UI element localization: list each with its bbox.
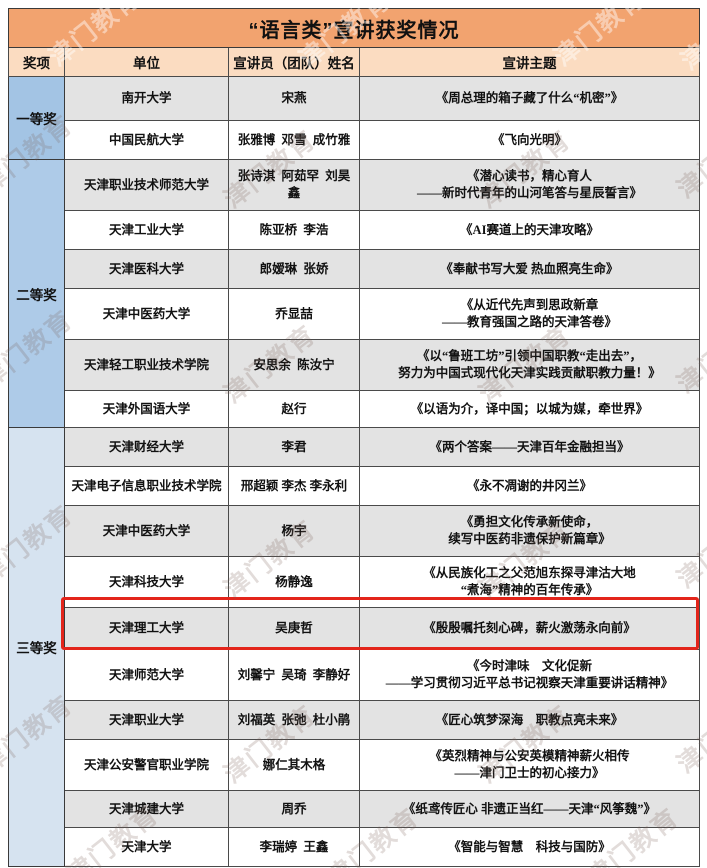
names-cell: 娜仁其木格 — [228, 739, 360, 791]
names-cell: 刘馨宁 吴琦 李静好 — [228, 649, 360, 701]
topic-cell: 《匠心筑梦深海 职教点亮未来》 — [359, 700, 700, 740]
names-cell: 安思余 陈汝宁 — [228, 339, 360, 391]
table-row: 天津电子信息职业技术学院 邢超颖 李杰 李永利 《永不凋谢的井冈兰》 — [9, 466, 700, 506]
names-cell: 宋燕 — [228, 76, 360, 121]
unit-cell: 南开大学 — [64, 76, 229, 121]
unit-cell: 天津师范大学 — [64, 649, 229, 701]
table-row: 天津中医药大学 乔显喆 《从近代先声到思政新章 ——教育强国之路的天津答卷》 — [9, 288, 700, 340]
table-row: 天津中医药大学 杨宇 《勇担文化传承新使命， 续写中医药非遗保护新篇章》 — [9, 505, 700, 557]
topic-cell: 《潜心读书，精心育人 ——新时代青年的山河笔答与星辰誓言》 — [359, 159, 700, 211]
award-tier-cell-second: 二等奖 — [8, 159, 65, 428]
table-row: 天津职业大学 刘福英 张弛 杜小鹃 《匠心筑梦深海 职教点亮未来》 — [9, 700, 700, 740]
table-row: 天津工业大学 陈亚桥 李浩 《AI赛道上的天津攻略》 — [9, 210, 700, 250]
unit-cell: 天津公安警官职业学院 — [64, 739, 229, 791]
topic-cell: 《英烈精神与公安英模精神薪火相传 ——津门卫士的初心接力》 — [359, 739, 700, 791]
topic-cell: 《从近代先声到思政新章 ——教育强国之路的天津答卷》 — [359, 288, 700, 340]
table-row: 天津外国语大学 赵行 《以语为介，译中国；以城为媒，牵世界》 — [9, 390, 700, 428]
table-title: “语言类”宣讲获奖情况 — [8, 8, 700, 48]
col-header-presenter: 宣讲员（团队）姓名 — [228, 47, 360, 77]
col-header-topic: 宣讲主题 — [359, 47, 700, 77]
table-row: 二等奖 天津职业技术师范大学 张诗淇 阿茹罕 刘昊鑫 《潜心读书，精心育人 ——… — [8, 159, 700, 428]
names-cell: 刘福英 张弛 杜小鹃 — [228, 700, 360, 740]
title-row: “语言类”宣讲获奖情况 — [8, 8, 700, 48]
names-cell: 陈亚桥 李浩 — [228, 210, 360, 250]
unit-cell: 天津大学 — [64, 827, 229, 867]
unit-cell: 中国民航大学 — [64, 120, 229, 160]
topic-cell: 《以“鲁班工坊”引领中国职教“走出去”， 努力为中国式现代化天津实践贡献职教力量… — [359, 339, 700, 391]
unit-cell: 天津科技大学 — [64, 556, 229, 608]
topic-cell: 《永不凋谢的井冈兰》 — [359, 466, 700, 506]
awards-table: “语言类”宣讲获奖情况 奖项 单位 宣讲员（团队）姓名 宣讲主题 一等奖 南开大… — [8, 8, 700, 867]
unit-cell: 天津工业大学 — [64, 210, 229, 250]
header-row: 奖项 单位 宣讲员（团队）姓名 宣讲主题 — [8, 47, 700, 77]
topic-cell: 《殷殷嘱托刻心碑，薪火激荡永向前》 — [359, 607, 700, 650]
topic-cell: 《今时津味 文化促新 ——学习贯彻习近平总书记视察天津重要讲话精神》 — [359, 649, 700, 701]
unit-cell: 天津财经大学 — [64, 427, 229, 467]
names-cell: 吴庚哲 — [228, 607, 360, 650]
col-header-award: 奖项 — [8, 47, 65, 77]
topic-cell: 《AI赛道上的天津攻略》 — [359, 210, 700, 250]
unit-cell: 天津城建大学 — [64, 790, 229, 828]
names-cell: 郎嫒琳 张娇 — [228, 249, 360, 289]
award-tier-cell-third: 三等奖 — [8, 427, 65, 867]
unit-cell: 天津职业大学 — [64, 700, 229, 740]
table-row: 天津医科大学 郎嫒琳 张娇 《奉献书写大爱 热血照亮生命》 — [9, 249, 700, 289]
names-cell: 赵行 — [228, 390, 360, 428]
unit-cell: 天津理工大学 — [64, 607, 229, 650]
unit-cell: 天津职业技术师范大学 — [64, 159, 229, 211]
table-row: 天津大学 李瑞婷 王鑫 《智能与智慧 科技与国防》 — [9, 827, 700, 867]
table-row: 天津师范大学 刘馨宁 吴琦 李静好 《今时津味 文化促新 ——学习贯彻习近平总书… — [9, 649, 700, 701]
topic-cell: 《从民族化工之父范旭东探寻津沽大地 “煮海”精神的百年传承》 — [359, 556, 700, 608]
table-row: 天津科技大学 杨静逸 《从民族化工之父范旭东探寻津沽大地 “煮海”精神的百年传承… — [9, 556, 700, 608]
col-header-unit: 单位 — [64, 47, 229, 77]
unit-cell: 天津外国语大学 — [64, 390, 229, 428]
table-row: 天津公安警官职业学院 娜仁其木格 《英烈精神与公安英模精神薪火相传 ——津门卫士… — [9, 739, 700, 791]
names-cell: 李瑞婷 王鑫 — [228, 827, 360, 867]
topic-cell: 《飞向光明》 — [359, 120, 700, 160]
names-cell: 周乔 — [228, 790, 360, 828]
topic-cell: 《两个答案——天津百年金融担当》 — [359, 427, 700, 467]
unit-cell: 天津电子信息职业技术学院 — [64, 466, 229, 506]
names-cell: 张诗淇 阿茹罕 刘昊鑫 — [228, 159, 360, 211]
names-cell: 李君 — [228, 427, 360, 467]
unit-cell: 天津中医药大学 — [64, 505, 229, 557]
names-cell: 杨宇 — [228, 505, 360, 557]
topic-cell: 《智能与智慧 科技与国防》 — [359, 827, 700, 867]
names-cell: 张雅博 邓雪 成竹雅 — [228, 120, 360, 160]
unit-cell: 天津医科大学 — [64, 249, 229, 289]
unit-cell: 天津中医药大学 — [64, 288, 229, 340]
table-row: 中国民航大学 张雅博 邓雪 成竹雅 《飞向光明》 — [9, 120, 700, 160]
names-cell: 杨静逸 — [228, 556, 360, 608]
unit-cell: 天津轻工职业技术学院 — [64, 339, 229, 391]
topic-cell: 《奉献书写大爱 热血照亮生命》 — [359, 249, 700, 289]
table-row: 天津城建大学 周乔 《纸鸢传匠心 非遗正当红——天津“风筝魏”》 — [9, 790, 700, 828]
table-row: 天津轻工职业技术学院 安思余 陈汝宁 《以“鲁班工坊”引领中国职教“走出去”， … — [9, 339, 700, 391]
award-tier-cell-first: 一等奖 — [8, 76, 65, 160]
table-row: 一等奖 南开大学 宋燕 《周总理的箱子藏了什么“机密”》 — [8, 76, 700, 160]
topic-cell: 《纸鸢传匠心 非遗正当红——天津“风筝魏”》 — [359, 790, 700, 828]
names-cell: 乔显喆 — [228, 288, 360, 340]
table-row: 三等奖 天津财经大学 李君 《两个答案——天津百年金融担当》 — [8, 427, 700, 867]
table-row-highlighted: 天津理工大学 吴庚哲 《殷殷嘱托刻心碑，薪火激荡永向前》 — [9, 607, 700, 650]
topic-cell: 《周总理的箱子藏了什么“机密”》 — [359, 76, 700, 121]
topic-cell: 《勇担文化传承新使命， 续写中医药非遗保护新篇章》 — [359, 505, 700, 557]
topic-cell: 《以语为介，译中国；以城为媒，牵世界》 — [359, 390, 700, 428]
names-cell: 邢超颖 李杰 李永利 — [228, 466, 360, 506]
